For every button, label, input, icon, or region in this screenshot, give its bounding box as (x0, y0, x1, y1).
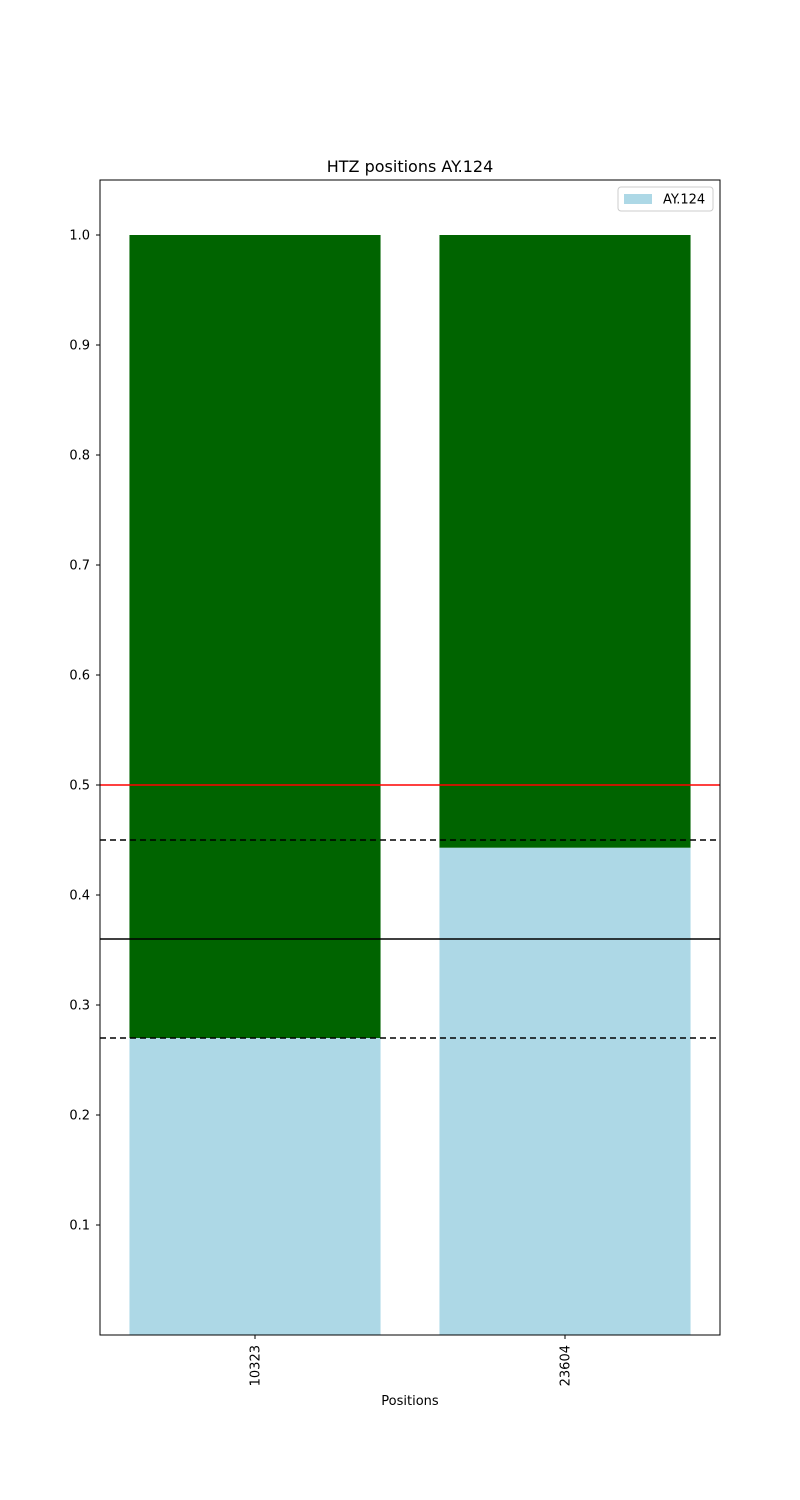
y-tick-label: 0.4 (69, 889, 90, 904)
plot-frame (99, 179, 721, 1336)
y-tick-label: 1.0 (69, 229, 90, 244)
x-axis-label: Positions (381, 1394, 439, 1409)
bar-23604-segment-1 (439, 847, 691, 1335)
legend-box (617, 186, 714, 212)
bar-10323-segment-1 (129, 1038, 381, 1335)
y-tick-label: 0.3 (69, 999, 90, 1014)
bar-23604-segment-2 (439, 235, 691, 848)
y-tick-label: 0.8 (69, 449, 90, 464)
legend-label: AY.124 (663, 193, 705, 208)
legend: AY.124 (617, 186, 714, 212)
y-tick-label: 0.1 (69, 1219, 90, 1234)
bars-layer (129, 235, 691, 1335)
x-tick-label: 10323 (249, 1345, 264, 1386)
bar-10323-segment-2 (129, 235, 381, 1038)
x-axis: 10323 23604 (249, 1335, 574, 1386)
y-tick-label: 0.7 (69, 559, 90, 574)
y-tick-label: 0.9 (69, 339, 90, 354)
x-tick-label: 23604 (559, 1345, 574, 1386)
y-axis: 0.1 0.2 0.3 0.4 0.5 0.6 0.7 0.8 0.9 1.0 (69, 229, 100, 1234)
y-tick-label: 0.6 (69, 669, 90, 684)
y-tick-label: 0.5 (69, 779, 90, 794)
chart-title: HTZ positions AY.124 (327, 157, 494, 176)
y-tick-label: 0.2 (69, 1109, 90, 1124)
reference-lines-layer (100, 784, 720, 1039)
legend-swatch-AY.124 (624, 194, 652, 204)
